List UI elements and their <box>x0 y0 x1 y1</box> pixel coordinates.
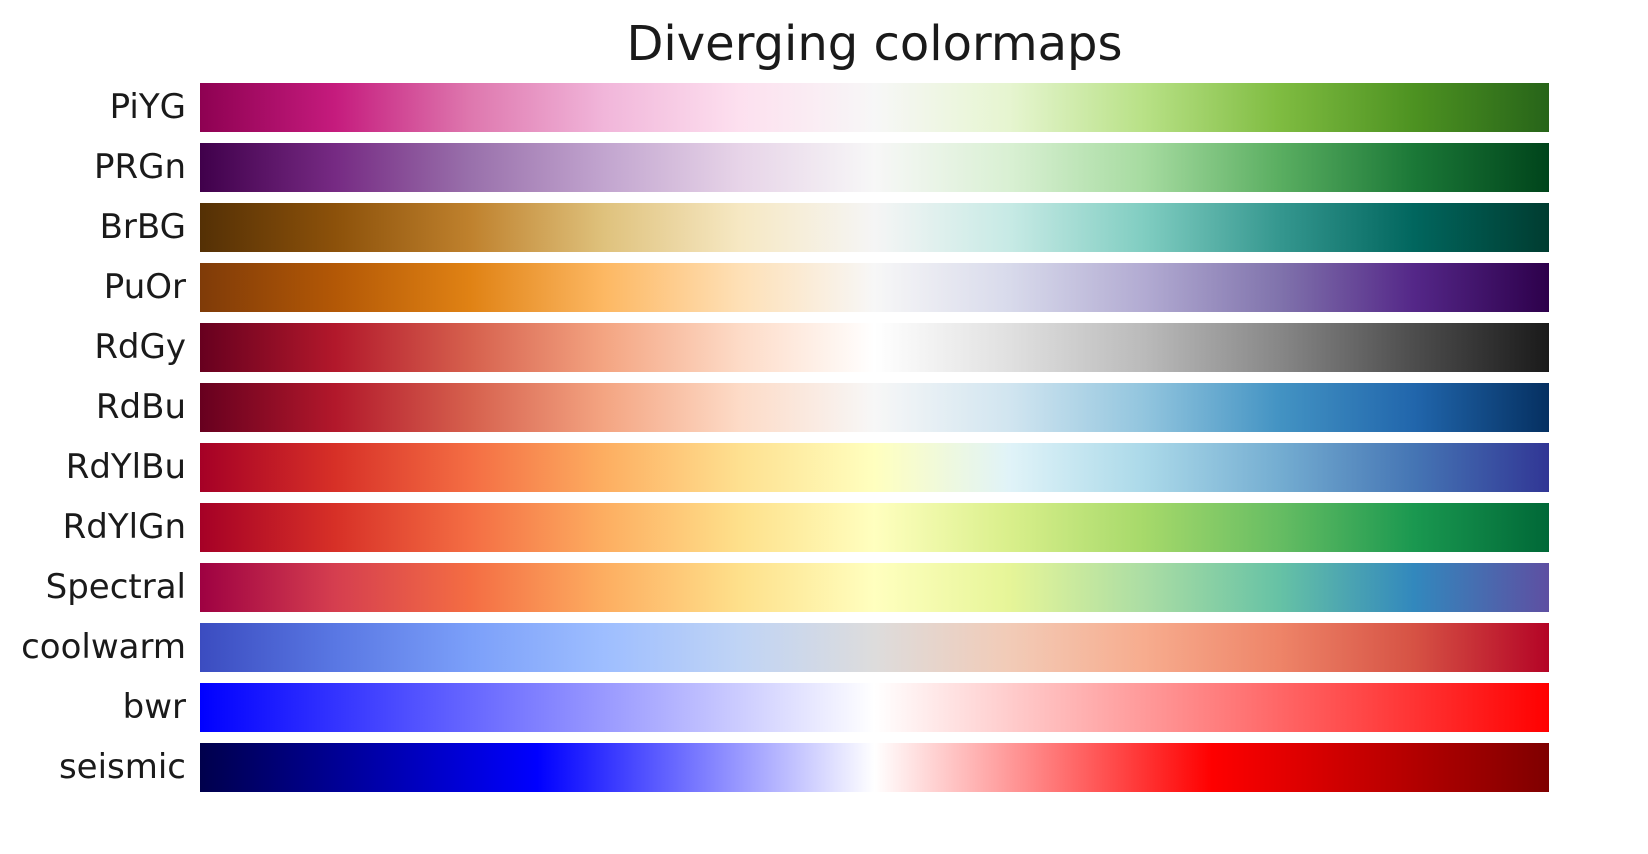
colormap-bar <box>200 263 1549 312</box>
colormap-bar <box>200 563 1549 612</box>
colormap-bar <box>200 743 1549 792</box>
colormap-row: PiYG <box>0 82 1648 132</box>
colormap-row: RdGy <box>0 322 1648 372</box>
colormap-row: RdYlGn <box>0 502 1648 552</box>
colormap-label: seismic <box>58 747 186 787</box>
colormap-row: RdYlBu <box>0 442 1648 492</box>
colormap-label: Spectral <box>45 567 186 607</box>
colormap-bar <box>200 383 1549 432</box>
colormap-label: coolwarm <box>21 627 186 667</box>
colormap-row: bwr <box>0 682 1648 732</box>
chart-title: Diverging colormaps <box>626 16 1123 72</box>
colormap-row: PuOr <box>0 262 1648 312</box>
colormap-bar <box>200 503 1549 552</box>
colormap-bar <box>200 623 1549 672</box>
colormap-bar <box>200 443 1549 492</box>
colormap-label: PuOr <box>103 267 186 307</box>
colormap-row: coolwarm <box>0 622 1648 672</box>
colormap-label: RdGy <box>94 327 186 367</box>
colormap-row: Spectral <box>0 562 1648 612</box>
colormap-label: bwr <box>122 687 186 727</box>
colormap-label: BrBG <box>99 207 186 247</box>
colormap-bar <box>200 143 1549 192</box>
colormap-row: BrBG <box>0 202 1648 252</box>
colormap-label: RdYlGn <box>62 507 186 547</box>
colormap-label: PiYG <box>109 87 186 127</box>
colormap-row: RdBu <box>0 382 1648 432</box>
colormap-bar <box>200 83 1549 132</box>
colormap-label: RdYlBu <box>65 447 186 487</box>
colormap-bar <box>200 203 1549 252</box>
colormap-bar <box>200 323 1549 372</box>
colormap-label: PRGn <box>93 147 186 187</box>
colormap-bar <box>200 683 1549 732</box>
colormap-row: seismic <box>0 742 1648 792</box>
colormap-row: PRGn <box>0 142 1648 192</box>
colormap-label: RdBu <box>95 387 186 427</box>
